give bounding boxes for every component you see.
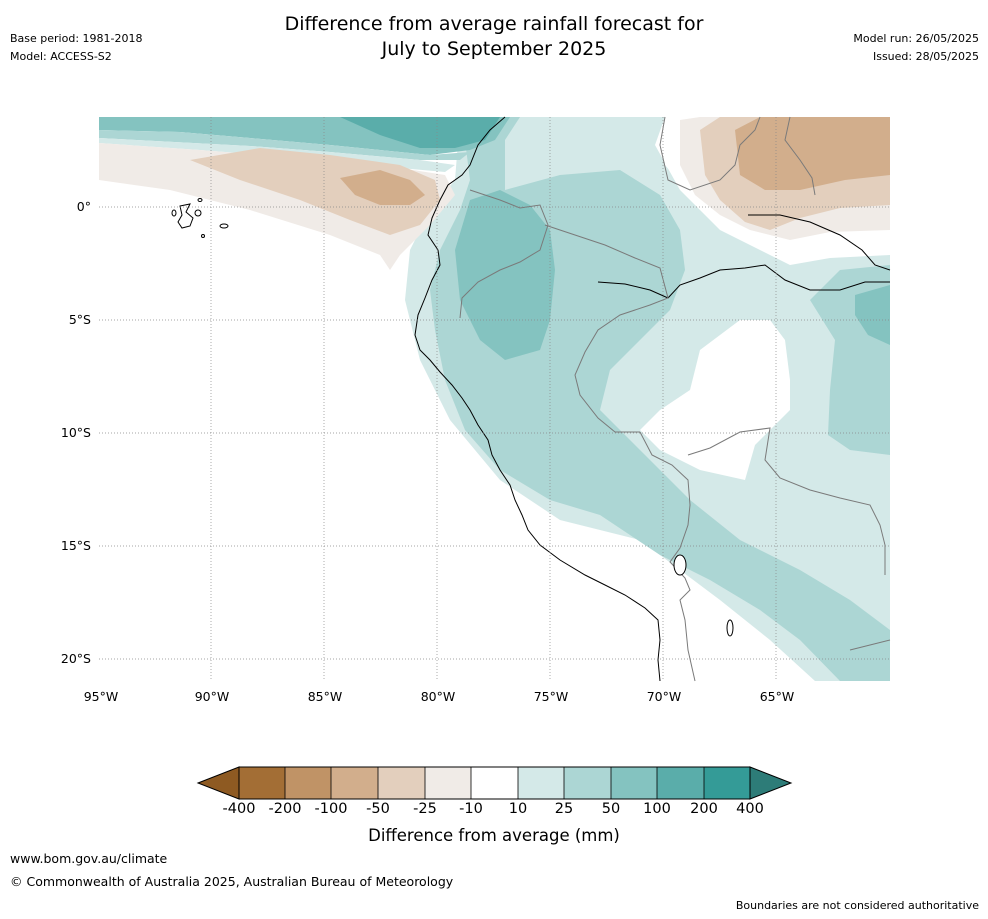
lat-label-20s: 20°S: [60, 651, 91, 666]
colorbar-tick-6: -10: [459, 801, 483, 817]
colorbar-title: Difference from average (mm): [368, 826, 620, 845]
contour-teal-light-north: [99, 130, 470, 160]
island-espanola: [201, 234, 205, 238]
lon-label-70w: 70°W: [646, 689, 682, 704]
contour-white-pocket: [640, 320, 790, 480]
coastline-pacific: [414, 116, 661, 682]
lat-label-15s: 15°S: [60, 538, 91, 553]
meta-left: Base period: 1981-2018 Model: ACCESS-S2: [10, 30, 142, 66]
lat-label-0: 0°: [76, 199, 91, 214]
coastline-amazon-river: [597, 264, 890, 299]
contour-brown-light-west: [340, 170, 425, 205]
colorbar-bin-8: [564, 767, 611, 799]
map-title: Difference from average rainfall forecas…: [0, 12, 988, 62]
lat-label-10s: 10°S: [60, 425, 91, 440]
colorbar-tick-3: -100: [314, 801, 348, 817]
lon-label-95w: 95°W: [83, 689, 119, 704]
colorbar-bin-7: [518, 767, 564, 799]
colorbar-tick-9: 50: [601, 801, 621, 817]
border-paraguay: [849, 639, 891, 651]
colorbar-bin-11: [704, 767, 750, 799]
border-bolivia-brazil: [687, 427, 886, 575]
colorbar-bin-4: [378, 767, 425, 799]
contour-teal-north: [340, 117, 500, 148]
colorbar-tick-7: 10: [508, 801, 528, 817]
border-peru-bolivia: [639, 431, 696, 682]
model-name: Model: ACCESS-S2: [10, 50, 112, 63]
coastline-north: [748, 214, 891, 271]
colorbar-tick-2: -200: [268, 801, 302, 817]
colorbar-tick-12: 400: [736, 801, 764, 817]
lake-poopo: [726, 619, 734, 637]
colorbar-bin-6: [471, 767, 518, 799]
lon-label-75w: 75°W: [533, 689, 569, 704]
meta-right: Model run: 26/05/2025 Issued: 28/05/2025: [853, 30, 979, 66]
border-peru-brazil: [544, 224, 669, 433]
lake-islands: [673, 554, 734, 637]
colorbar-tick-10: 100: [643, 801, 671, 817]
colorbar-tick-5: -25: [413, 801, 437, 817]
contour-brown-light-east: [735, 117, 890, 190]
title-line-1: Difference from average rainfall forecas…: [284, 13, 704, 35]
issued-date: Issued: 28/05/2025: [872, 50, 979, 63]
colorbar-frame: [238, 766, 751, 800]
colorbar-bin-9: [611, 767, 657, 799]
gridlines: [99, 117, 890, 681]
island-santiago: [197, 198, 203, 202]
footer-url-link[interactable]: www.bom.gov.au/climate: [10, 851, 168, 866]
colorbar-bin-10: [657, 767, 704, 799]
colorbar-bin-2: [285, 767, 331, 799]
lon-label-90w: 90°W: [194, 689, 230, 704]
island-san-cristobal: [219, 223, 229, 229]
border-ecuador-peru: [459, 189, 549, 319]
galapagos-islands: [171, 198, 229, 238]
lat-label-5s: 5°S: [68, 312, 91, 327]
colorbar-tick-4: -50: [366, 801, 390, 817]
model-run: Model run: 26/05/2025: [853, 32, 979, 45]
lon-label-80w: 80°W: [420, 689, 456, 704]
colorbar-tick-8: 25: [554, 801, 574, 817]
island-fernandina: [171, 209, 177, 217]
colorbar-bin-3: [331, 767, 378, 799]
colorbar-tick-1: -400: [222, 801, 256, 817]
colorbar-dividers: [284, 767, 705, 799]
colorbar-arrow-high: [749, 766, 793, 800]
coastlines: [414, 116, 891, 682]
rainfall-contours: [99, 117, 890, 681]
border-guyana: [784, 116, 816, 196]
island-santa-cruz: [194, 209, 202, 217]
colorbar-tick-11: 200: [690, 801, 718, 817]
lon-label-65w: 65°W: [759, 689, 795, 704]
colorbar: [196, 766, 793, 800]
country-borders: [459, 116, 891, 682]
footer-copyright: © Commonwealth of Australia 2025, Austra…: [10, 874, 454, 889]
contour-teal-mid: [455, 190, 555, 360]
island-isabela: [177, 203, 194, 229]
lake-titicaca: [673, 554, 687, 576]
colorbar-bin-5: [425, 767, 471, 799]
base-period: Base period: 1981-2018: [10, 32, 143, 45]
footer-boundaries-note: Boundaries are not considered authoritat…: [735, 899, 979, 912]
lon-label-85w: 85°W: [307, 689, 343, 704]
contour-tan-west: [190, 148, 440, 235]
contour-teal-mid-east: [855, 285, 890, 345]
title-line-2: July to September 2025: [381, 38, 607, 60]
colorbar-arrow-low: [196, 766, 240, 800]
colorbar-bin-1: [239, 767, 285, 799]
